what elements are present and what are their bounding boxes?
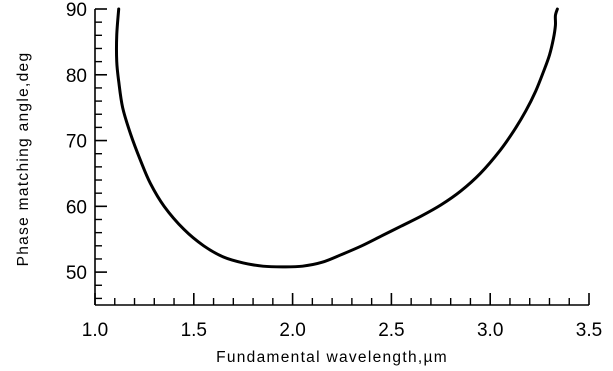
axes-group: [94, 9, 589, 306]
y-tick-label: 80: [66, 66, 87, 87]
x-tick-label: 3.5: [576, 320, 602, 341]
phase-matching-curve: [114, 7, 559, 269]
y-tick-label: 50: [66, 263, 87, 284]
x-tick-label: 1.5: [181, 320, 207, 341]
series-group: [114, 7, 559, 269]
y-tick-label: 60: [66, 197, 87, 218]
x-tick-label: 2.5: [378, 320, 404, 341]
ticks-group: [94, 8, 590, 305]
x-axis-label: Fundamental wavelength,µm: [216, 349, 448, 366]
x-tick-label: 1.0: [82, 320, 108, 341]
x-tick-label: 2.0: [279, 320, 305, 341]
tick-labels-group: 1.0 1.5 2.0 2.5 3.0 3.5 50 60 70 80 90: [66, 0, 602, 341]
y-axis-label: Phase matching angle,deg: [15, 52, 32, 267]
y-tick-label: 70: [66, 132, 87, 153]
x-tick-label: 3.0: [477, 320, 503, 341]
y-tick-label: 90: [66, 0, 87, 21]
